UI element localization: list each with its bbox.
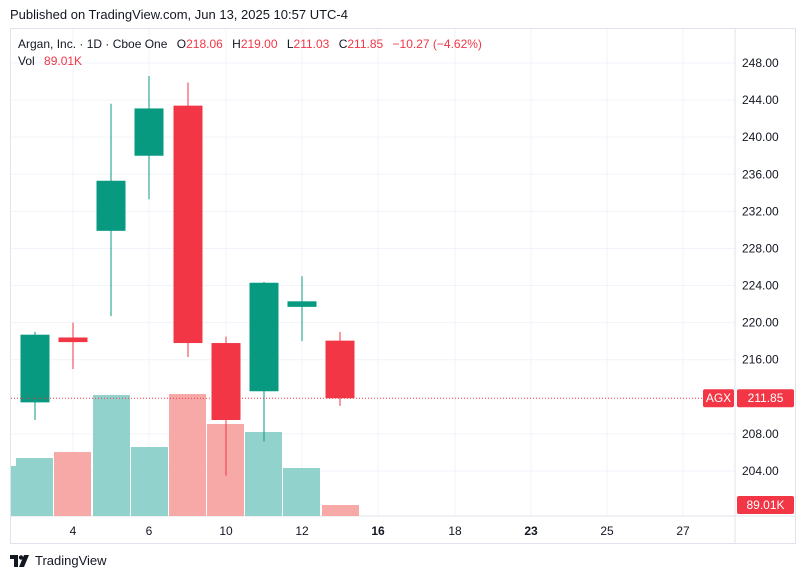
- ohlc-row: Argan, Inc. · 1D · Cboe One O218.06 H219…: [18, 36, 482, 53]
- candle-body-5: [211, 343, 241, 420]
- volume-badge-bg: [737, 496, 794, 514]
- x-tick-label-4: 16: [371, 524, 385, 538]
- candle-body-6: [249, 282, 279, 392]
- close-value: 211.85: [347, 37, 384, 51]
- candle-body-4: [173, 105, 203, 344]
- ticker-badge: AGX: [706, 391, 731, 405]
- volume-bar-7: [245, 432, 282, 516]
- x-tick-label-8: 27: [676, 524, 690, 538]
- volume-bar-1: [16, 458, 53, 516]
- volume-bar-4: [131, 447, 168, 516]
- change-value: −10.27 (−4.62%): [392, 37, 482, 51]
- volume-label: Vol: [18, 54, 35, 68]
- y-tick-label-5: 228.00: [742, 241, 779, 255]
- y-tick-label-7: 220.00: [742, 316, 779, 330]
- volume-bar-9: [322, 505, 359, 516]
- tradingview-logo-icon: [10, 554, 29, 567]
- chart-legend: Argan, Inc. · 1D · Cboe One O218.06 H219…: [18, 36, 482, 70]
- y-tick-label-0: 248.00: [742, 56, 779, 70]
- x-tick-label-3: 12: [295, 524, 309, 538]
- volume-badge: 89.01K: [746, 498, 784, 512]
- close-label: C: [338, 37, 348, 51]
- x-tick-label-0: 4: [70, 524, 77, 538]
- symbol-label[interactable]: Argan, Inc. · 1D · Cboe One: [18, 37, 168, 51]
- y-tick-label-2: 240.00: [742, 130, 779, 144]
- price-badge: 211.85: [748, 391, 784, 405]
- y-tick-label-1: 244.00: [742, 93, 779, 107]
- y-tick-label-10: 204.00: [742, 464, 779, 478]
- y-tick-label-8: 216.00: [742, 353, 779, 367]
- open-value: 218.06: [186, 37, 223, 51]
- candle-body-8: [325, 340, 355, 399]
- volume-value: 89.01K: [44, 54, 83, 68]
- ticker-badge-bg: [703, 389, 734, 408]
- high-label: H: [232, 37, 241, 51]
- chart-frame: [10, 28, 796, 544]
- footer-brand: TradingView: [10, 553, 107, 568]
- x-tick-label-5: 18: [448, 524, 462, 538]
- candle-body-0: [20, 334, 50, 403]
- volume-bar-3: [93, 395, 130, 516]
- published-caption: Published on TradingView.com, Jun 13, 20…: [10, 7, 348, 22]
- candle-body-3: [134, 108, 164, 156]
- price-badge-bg: [737, 389, 794, 408]
- x-tick-label-1: 6: [146, 524, 153, 538]
- volume-bar-2: [54, 452, 91, 516]
- y-tick-label-6: 224.00: [742, 279, 779, 293]
- candle-body-1: [58, 337, 88, 343]
- volume-bar-5: [169, 394, 206, 516]
- x-tick-label-7: 25: [600, 524, 614, 538]
- high-value: 219.00: [240, 37, 278, 51]
- y-tick-label-3: 236.00: [742, 167, 779, 181]
- x-tick-label-6: 23: [524, 524, 538, 538]
- y-tick-label-4: 232.00: [742, 204, 779, 218]
- y-tick-label-9: 208.00: [742, 427, 779, 441]
- volume-bar-8: [283, 468, 320, 516]
- candle-body-7: [287, 301, 317, 307]
- x-tick-label-2: 10: [219, 524, 233, 538]
- low-label: L: [286, 37, 294, 51]
- candle-body-2: [96, 180, 126, 231]
- low-value: 211.03: [293, 37, 330, 51]
- volume-row: Vol 89.01K: [18, 53, 482, 70]
- brand-name: TradingView: [35, 553, 107, 568]
- open-label: O: [176, 37, 187, 51]
